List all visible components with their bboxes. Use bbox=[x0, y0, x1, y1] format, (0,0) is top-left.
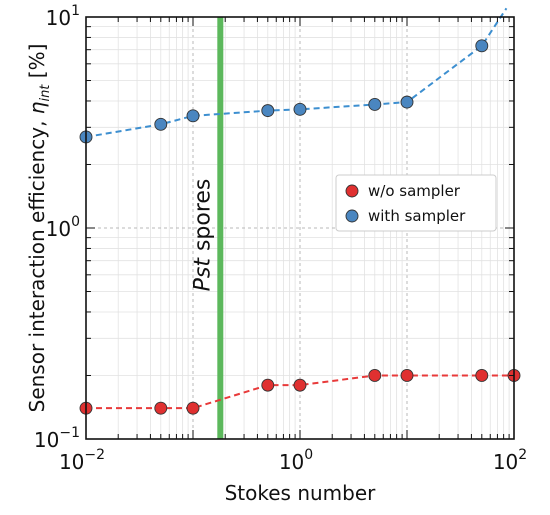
tick-label-base: 10 bbox=[34, 428, 59, 452]
y-axis-label-main: Sensor interaction efficiency, bbox=[25, 114, 49, 412]
y-axis-label-subscript: int bbox=[38, 84, 53, 102]
tick-label-exponent: 0 bbox=[304, 447, 313, 463]
y-axis-label-symbol: η bbox=[25, 101, 49, 114]
data-point bbox=[186, 401, 200, 415]
legend-label: with sampler bbox=[368, 207, 466, 225]
y-axis-label: Sensor interaction efficiency, ηint [%] bbox=[25, 44, 53, 413]
tick-label-exponent: 0 bbox=[71, 214, 80, 230]
tick-label-exponent: 1 bbox=[71, 3, 80, 19]
pst-spores-label-text: spores bbox=[190, 179, 215, 258]
data-point bbox=[400, 95, 414, 109]
data-point bbox=[400, 369, 414, 382]
tick-label-exponent: 2 bbox=[518, 447, 527, 463]
data-point bbox=[293, 102, 307, 116]
x-tick-label: 100 bbox=[279, 447, 313, 474]
legend-label: w/o sampler bbox=[368, 182, 461, 200]
y-tick-label: 101 bbox=[46, 3, 80, 30]
x-axis-label: Stokes number bbox=[225, 481, 377, 505]
tick-label-exponent: −1 bbox=[59, 425, 80, 441]
x-tick-label: 10−2 bbox=[59, 447, 105, 474]
tick-label-exponent: −2 bbox=[84, 447, 105, 463]
tick-label-base: 10 bbox=[46, 6, 71, 30]
legend-marker bbox=[345, 209, 359, 223]
tick-label-base: 10 bbox=[279, 450, 304, 474]
data-point bbox=[154, 117, 168, 131]
data-point bbox=[261, 378, 275, 392]
legend-box bbox=[335, 174, 497, 232]
tick-label-base: 10 bbox=[46, 217, 71, 241]
y-tick-label: 10−1 bbox=[34, 425, 80, 452]
series-line-with-sampler bbox=[85, 7, 508, 138]
y-tick-label: 100 bbox=[46, 214, 80, 241]
data-point bbox=[475, 369, 489, 382]
legend: w/o sampler with sampler bbox=[335, 174, 497, 232]
data-point bbox=[154, 401, 168, 415]
data-point bbox=[368, 98, 382, 111]
tick-label-base: 10 bbox=[493, 450, 518, 474]
ticks bbox=[85, 17, 514, 440]
pst-spores-label: Pst spores bbox=[190, 179, 215, 292]
pst-spores-label-italic: Pst bbox=[190, 257, 215, 292]
data-point bbox=[186, 109, 200, 123]
data-point bbox=[368, 369, 382, 382]
annotation-layer: Pst spores bbox=[190, 17, 224, 439]
data-point bbox=[261, 104, 275, 118]
data-point bbox=[293, 378, 307, 392]
x-tick-label: 102 bbox=[493, 447, 527, 474]
y-axis-label-unit: [%] bbox=[25, 44, 49, 85]
tick-label-base: 10 bbox=[59, 450, 84, 474]
series-line-without-sampler bbox=[86, 374, 514, 410]
data-point bbox=[475, 39, 489, 53]
legend-marker bbox=[345, 184, 359, 198]
